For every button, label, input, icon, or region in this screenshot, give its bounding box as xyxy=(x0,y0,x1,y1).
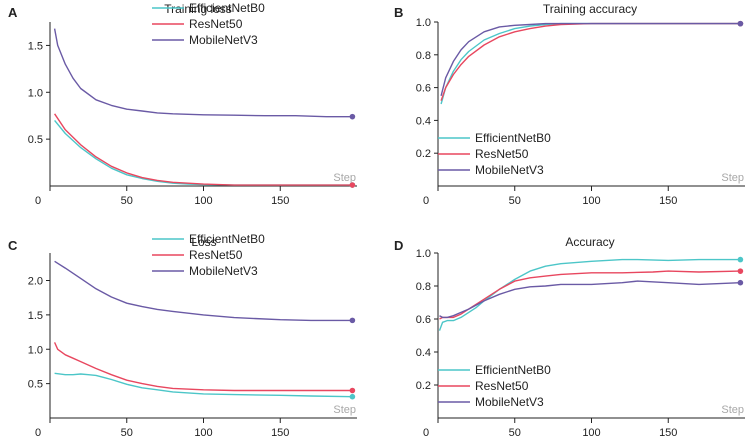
x-axis-label: Step xyxy=(333,172,356,184)
y-tick-label: 0.8 xyxy=(416,50,431,62)
x-tick-label: 0 xyxy=(35,427,41,439)
x-tick-label: 50 xyxy=(121,195,133,207)
x-tick-label: 0 xyxy=(423,195,429,207)
series-line-mobilenetv3 xyxy=(53,28,353,118)
series-line-resnet50 xyxy=(439,270,741,320)
chart-title: Loss xyxy=(191,235,216,249)
y-tick-label: 1.0 xyxy=(28,87,43,99)
series-line-mobilenetv3 xyxy=(54,260,353,322)
y-tick-label: 0.2 xyxy=(416,148,431,160)
x-tick-label: 150 xyxy=(659,195,677,207)
legend-label: EfficientNetB0 xyxy=(475,131,551,145)
series-line-resnet50 xyxy=(53,342,353,392)
panel-d: D Accuracy 0 50 100 150 0.2 0.4 0.6 0.8 1.0 Step Eff… xyxy=(394,235,745,439)
series-line-efficientnetb0 xyxy=(438,258,741,331)
x-axis-label: Step xyxy=(721,404,744,416)
series-endpoint-resnet50 xyxy=(349,182,356,188)
x-tick-label: 150 xyxy=(271,195,289,207)
series-endpoint-efficientnetb0 xyxy=(349,393,356,400)
series-endpoint-resnet50 xyxy=(349,387,356,394)
legend-label: EfficientNetB0 xyxy=(189,232,265,246)
series-endpoint-mobilenetv3 xyxy=(349,317,356,324)
legend-label: MobileNetV3 xyxy=(475,395,544,409)
x-tick-label: 100 xyxy=(582,195,600,207)
panel-letter: B xyxy=(394,5,403,20)
series-endpoint-mobilenetv3 xyxy=(349,113,356,120)
y-tick-label: 1.5 xyxy=(28,310,43,322)
y-tick-label: 1.0 xyxy=(28,344,43,356)
x-tick-label: 0 xyxy=(35,195,41,207)
series-endpoint-efficientnetb0 xyxy=(737,256,744,263)
series-line-mobilenetv3 xyxy=(439,280,741,319)
x-tick-label: 150 xyxy=(271,427,289,439)
x-tick-label: 50 xyxy=(121,427,133,439)
legend-label: ResNet50 xyxy=(189,248,243,262)
y-tick-label: 0.4 xyxy=(416,115,431,127)
x-tick-label: 50 xyxy=(509,427,521,439)
panel-letter: A xyxy=(8,5,18,20)
legend-label: MobileNetV3 xyxy=(475,163,544,177)
x-axis-label: Step xyxy=(721,172,744,184)
panel-letter: C xyxy=(8,238,18,253)
chart-title: Accuracy xyxy=(565,235,614,249)
y-tick-label: 0.6 xyxy=(416,314,431,326)
series-endpoint-mobilenetv3 xyxy=(737,20,744,27)
panel-letter: D xyxy=(394,238,403,253)
y-tick-label: 0.5 xyxy=(28,379,43,391)
y-tick-label: 1.0 xyxy=(416,248,431,260)
series-line-efficientnetb0 xyxy=(440,22,741,105)
x-tick-label: 50 xyxy=(509,195,521,207)
legend-label: MobileNetV3 xyxy=(189,33,258,47)
legend-label: MobileNetV3 xyxy=(189,264,258,278)
series-line-efficientnetb0 xyxy=(54,372,353,398)
panel-b: B Training accuracy 0 50 100 150 0.2 0.4 0.6 0.8 1… xyxy=(394,2,745,207)
y-tick-label: 0.8 xyxy=(416,281,431,293)
chart-title: Training accuracy xyxy=(543,2,637,16)
x-tick-label: 0 xyxy=(423,427,429,439)
x-tick-label: 100 xyxy=(582,427,600,439)
legend-label: EfficientNetB0 xyxy=(189,1,265,15)
y-tick-label: 0.5 xyxy=(28,134,43,146)
y-tick-label: 1.5 xyxy=(28,40,43,52)
series-line-resnet50 xyxy=(440,22,741,101)
y-tick-label: 0.6 xyxy=(416,83,431,95)
legend-label: ResNet50 xyxy=(475,379,529,393)
x-tick-label: 100 xyxy=(194,195,212,207)
panel-c: C Loss 0 50 100 150 0.5 1.0 1.5 2.0 Step EfficientN… xyxy=(8,232,357,439)
y-tick-label: 0.4 xyxy=(416,347,431,359)
y-tick-label: 2.0 xyxy=(28,276,43,288)
series-line-resnet50 xyxy=(54,113,353,186)
x-axis-label: Step xyxy=(333,404,356,416)
x-tick-label: 100 xyxy=(194,427,212,439)
series-line-efficientnetb0 xyxy=(54,119,353,186)
legend-label: EfficientNetB0 xyxy=(475,363,551,377)
y-tick-label: 0.2 xyxy=(416,380,431,392)
legend-label: ResNet50 xyxy=(189,17,243,31)
chart-title: Training loss xyxy=(164,2,232,16)
y-tick-label: 1.0 xyxy=(416,17,431,29)
series-line-mobilenetv3 xyxy=(440,22,741,96)
legend-label: ResNet50 xyxy=(475,147,529,161)
panel-a: A Training loss 0 50 100 150 0.5 1.0 1.5 Step Effi… xyxy=(8,1,357,207)
series-endpoint-mobilenetv3 xyxy=(737,279,744,286)
x-tick-label: 150 xyxy=(659,427,677,439)
series-endpoint-resnet50 xyxy=(737,268,744,274)
